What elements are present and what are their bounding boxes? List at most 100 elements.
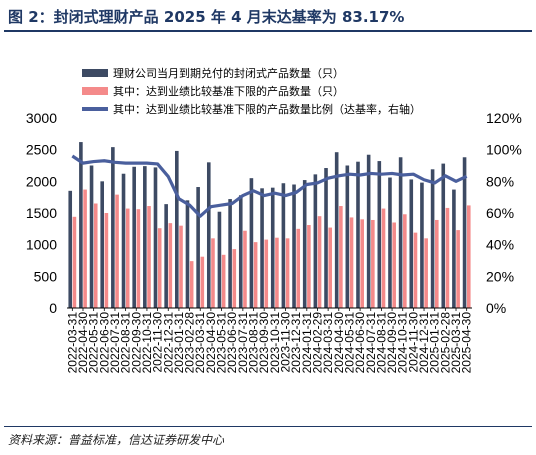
x-tick-label-7: 2022-09-30 [129,312,143,374]
legend-swatch-1 [82,69,108,77]
x-tick-label-31: 2024-09-30 [385,312,399,374]
bar-reached-26 [339,206,343,308]
legend-swatch-2 [82,87,108,95]
x-tick-label-18: 2023-08-31 [247,312,261,374]
x-tick-label-34: 2024-12-31 [417,312,431,374]
bar-reached-15 [221,254,226,308]
bar-reached-27 [349,217,354,308]
x-tick-label-38: 2025-04-30 [460,312,474,374]
axes: 0 500 1000 1500 2000 2500 3000 0% 20% 40% 60% 80% 10… [26,110,522,373]
bar-reached-21 [285,238,290,308]
bar-reached-8 [147,206,151,308]
bar-reached-1 [72,216,77,308]
bar-total-18 [249,178,254,308]
x-tick-label-2: 2022-04-30 [76,312,90,374]
bar-reached-32 [403,214,407,308]
bar-reached-34 [424,238,428,308]
bar-total-29 [366,154,371,308]
x-tick-label-6: 2022-08-31 [119,312,133,374]
x-tick-label-32: 2024-10-31 [396,312,410,374]
bar-reached-29 [371,219,375,308]
x-tick-label-28: 2024-06-30 [353,312,367,374]
y2-tick-label-6: 100% [486,142,522,158]
bar-total-9 [153,167,158,308]
y-tick-label-7: 3000 [26,110,57,126]
bar-total-3 [89,165,94,308]
bars [68,142,471,308]
x-tick-label-35: 2025-01-31 [428,312,442,374]
y2-tick-label-1: 0% [486,300,506,316]
bar-reached-24 [317,216,322,308]
bar-reached-9 [157,228,162,308]
bar-total-32 [398,157,403,308]
bar-reached-31 [392,222,396,308]
x-tick-label-26: 2024-04-30 [332,312,346,374]
bar-total-2 [79,142,83,308]
y-tick-label-6: 2500 [26,142,57,158]
bar-reached-35 [435,219,439,308]
x-tick-label-16: 2023-06-30 [225,312,239,374]
bar-reached-4 [104,213,109,308]
x-tick-label-29: 2024-07-31 [364,312,378,374]
bar-reached-18 [253,242,258,308]
ratio-line-layer [71,154,468,218]
bar-total-23 [302,180,307,308]
bar-reached-23 [307,225,311,308]
bar-total-27 [345,165,350,308]
x-tick-label-5: 2022-07-31 [108,312,122,374]
x-tick-label-9: 2022-11-30 [151,312,165,373]
x-tick-label-4: 2022-06-30 [97,312,111,374]
bar-total-34 [420,182,424,308]
source-note: 资料来源：普益标准，信达证券研发中心 [8,433,225,447]
bar-total-11 [175,150,179,308]
bar-total-30 [377,161,382,308]
x-tick-label-15: 2023-05-31 [215,312,229,374]
title-rule [4,30,532,32]
x-tick-label-20: 2023-10-31 [268,312,282,374]
x-tick-label-3: 2022-05-31 [87,312,101,374]
bar-reached-14 [211,238,215,308]
bar-reached-28 [360,219,364,308]
y-tick-label-4: 1500 [26,205,57,221]
bar-total-26 [334,152,339,308]
x-tick-label-12: 2023-02-28 [183,312,197,374]
bar-reached-30 [381,208,386,308]
bar-reached-37 [456,230,460,308]
y-tick-label-5: 2000 [26,173,57,189]
chart: 理财公司当月到期兑付的封闭式产品数量（只） 其中：达到业绩比较基准下限的产品数量（… [26,66,522,373]
legend-label-1: 理财公司当月到期兑付的封闭式产品数量（只） [113,66,344,80]
x-tick-label-21: 2023-11-30 [278,312,292,373]
bar-total-33 [409,179,414,308]
legend-label-2: 其中：达到业绩比较基准下限的产品数量（只） [113,84,344,98]
x-tick-label-10: 2022-12-31 [161,312,175,374]
y2-tick-label-7: 120% [486,110,522,126]
bar-reached-25 [328,227,333,308]
bar-reached-6 [125,208,130,308]
bar-total-37 [452,189,456,308]
y-tick-label-2: 500 [34,268,58,284]
bar-reached-2 [83,189,87,308]
bar-total-22 [292,184,296,308]
y2-tick-label-4: 60% [486,205,514,221]
x-tick-label-30: 2024-08-31 [374,312,388,374]
y-tick-label-3: 1000 [26,237,57,253]
bar-total-7 [132,166,136,308]
bar-reached-36 [445,207,450,308]
x-tick-label-36: 2025-02-28 [438,312,452,374]
bar-total-35 [430,169,435,308]
bar-total-24 [313,174,318,308]
x-tick-label-25: 2024-03-31 [321,312,335,374]
bar-total-8 [143,166,147,308]
bar-reached-17 [243,230,247,308]
bar-total-14 [206,162,211,308]
bar-total-16 [228,199,232,308]
x-tick-label-13: 2023-03-31 [193,312,207,374]
bar-total-15 [217,211,222,308]
bar-reached-20 [275,237,279,308]
x-tick-label-8: 2022-10-31 [140,312,154,374]
y-tick-label-1: 0 [49,300,57,316]
bar-reached-16 [232,249,237,308]
bar-total-1 [68,190,73,308]
x-tick-label-24: 2024-02-29 [310,312,324,374]
bar-reached-3 [93,203,98,308]
